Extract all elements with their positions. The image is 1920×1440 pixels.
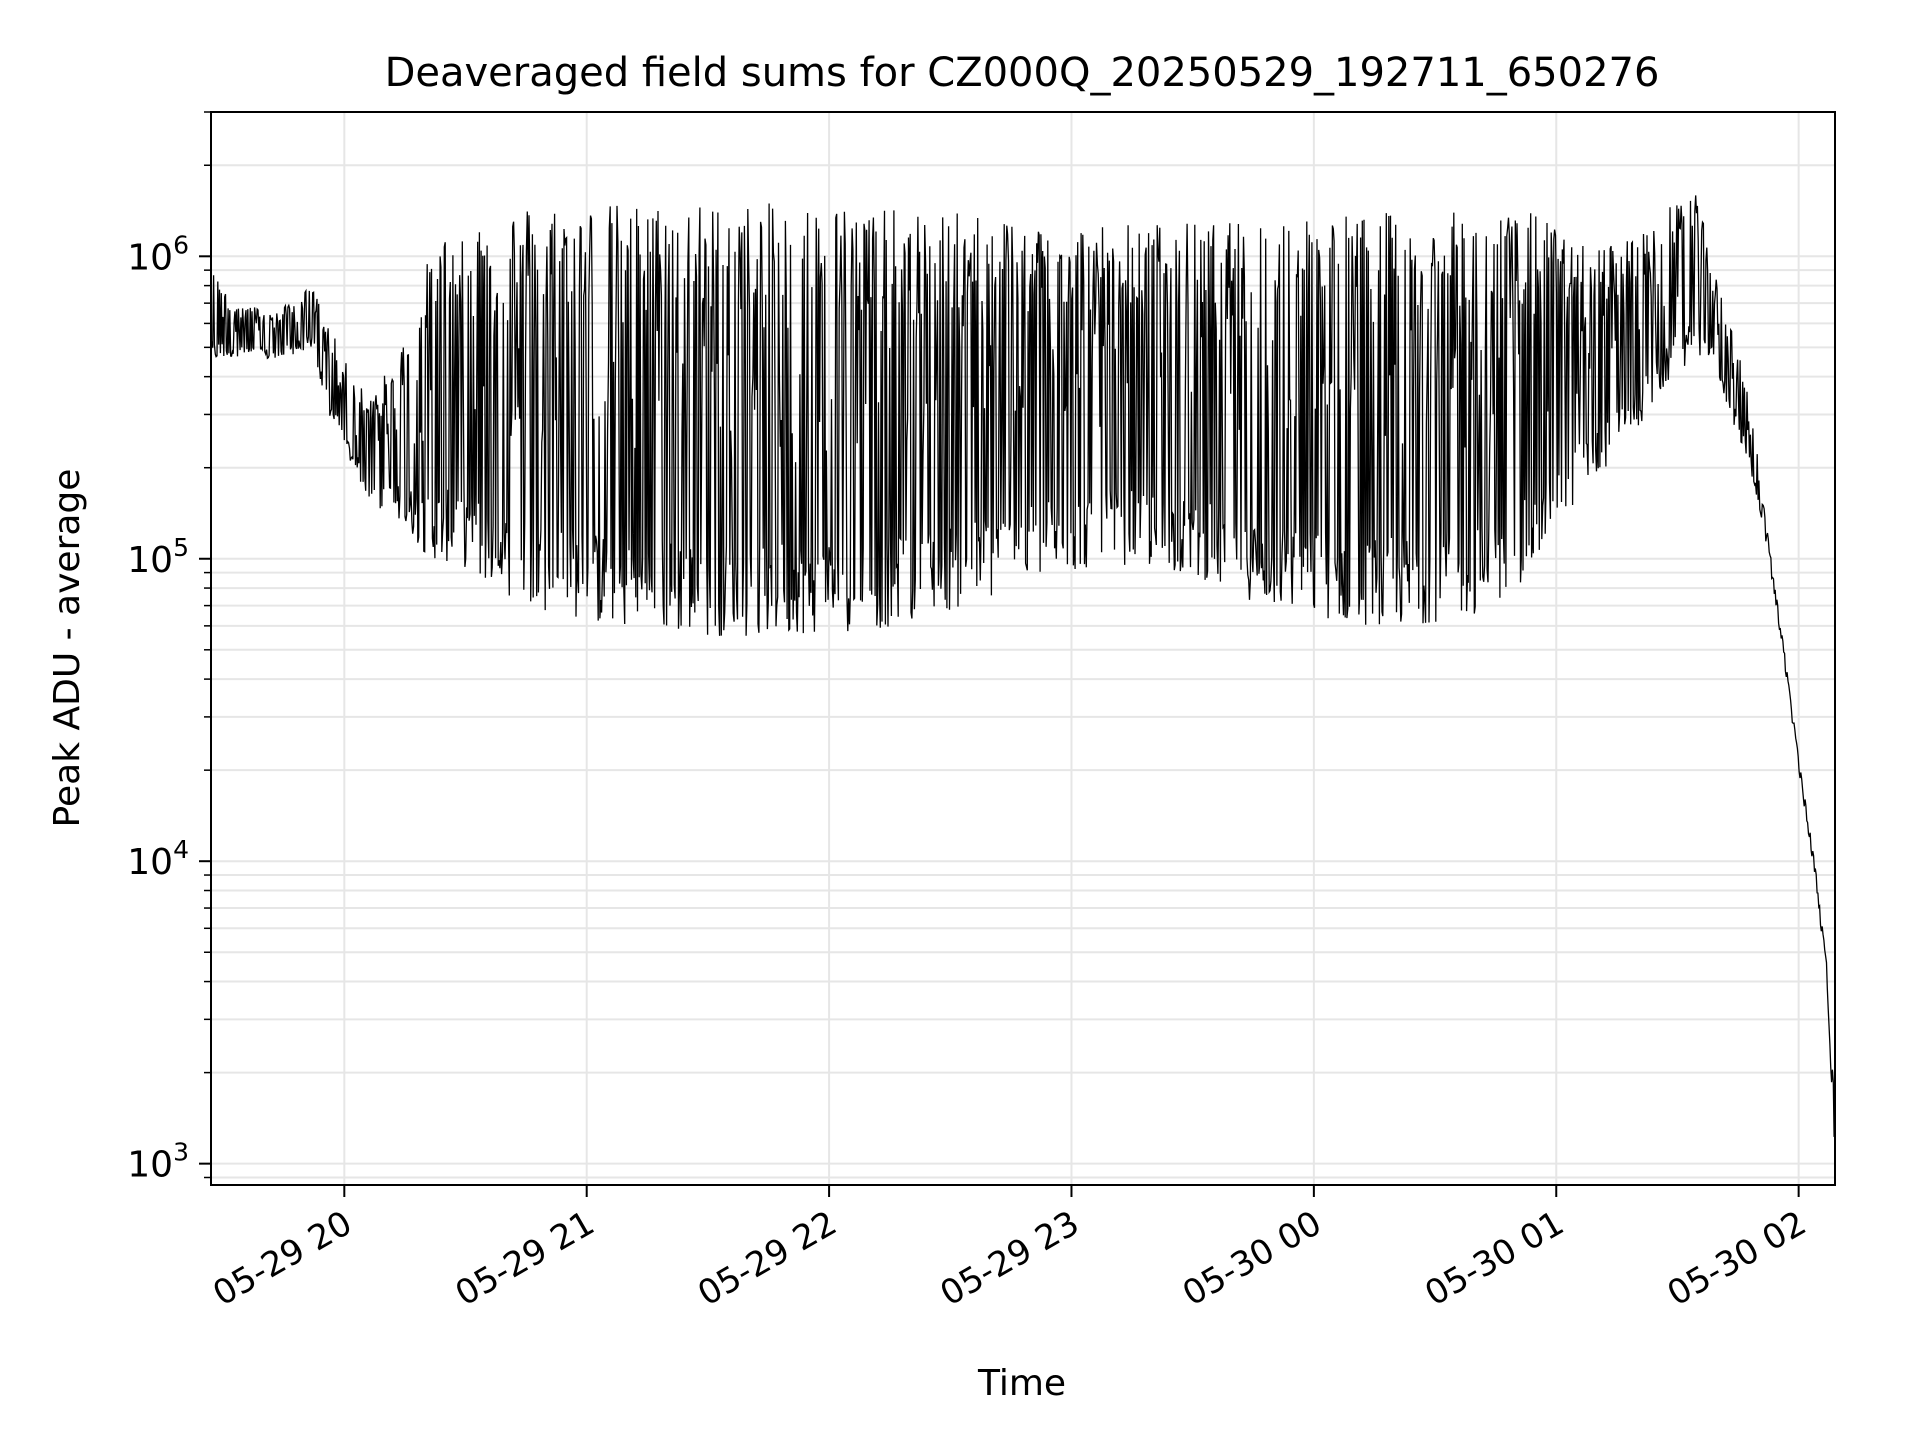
y-tick-label-exponent: 5 — [173, 533, 189, 562]
y-tick-label: 104 — [127, 835, 189, 883]
chart-title: Deaveraged field sums for CZ000Q_2025052… — [385, 50, 1660, 96]
data-series — [210, 195, 1836, 1138]
plot-frame — [210, 111, 1836, 1186]
y-axis-label: Peak ADU - average — [47, 469, 88, 828]
series-line — [210, 195, 1836, 1138]
y-tick-label: 105 — [127, 533, 189, 581]
x-axis-label: Time — [977, 1363, 1066, 1404]
y-tick-label-base: 10 — [127, 237, 173, 278]
y-tick-label-exponent: 3 — [173, 1138, 189, 1167]
y-tick-label-base: 10 — [127, 540, 173, 581]
y-tick-label: 106 — [127, 230, 189, 278]
y-tick-label-base: 10 — [127, 842, 173, 883]
y-tick-label: 103 — [127, 1138, 189, 1186]
y-tick-label-exponent: 6 — [173, 230, 189, 259]
y-tick-label-base: 10 — [127, 1145, 173, 1186]
y-tick-label-exponent: 4 — [173, 835, 189, 864]
